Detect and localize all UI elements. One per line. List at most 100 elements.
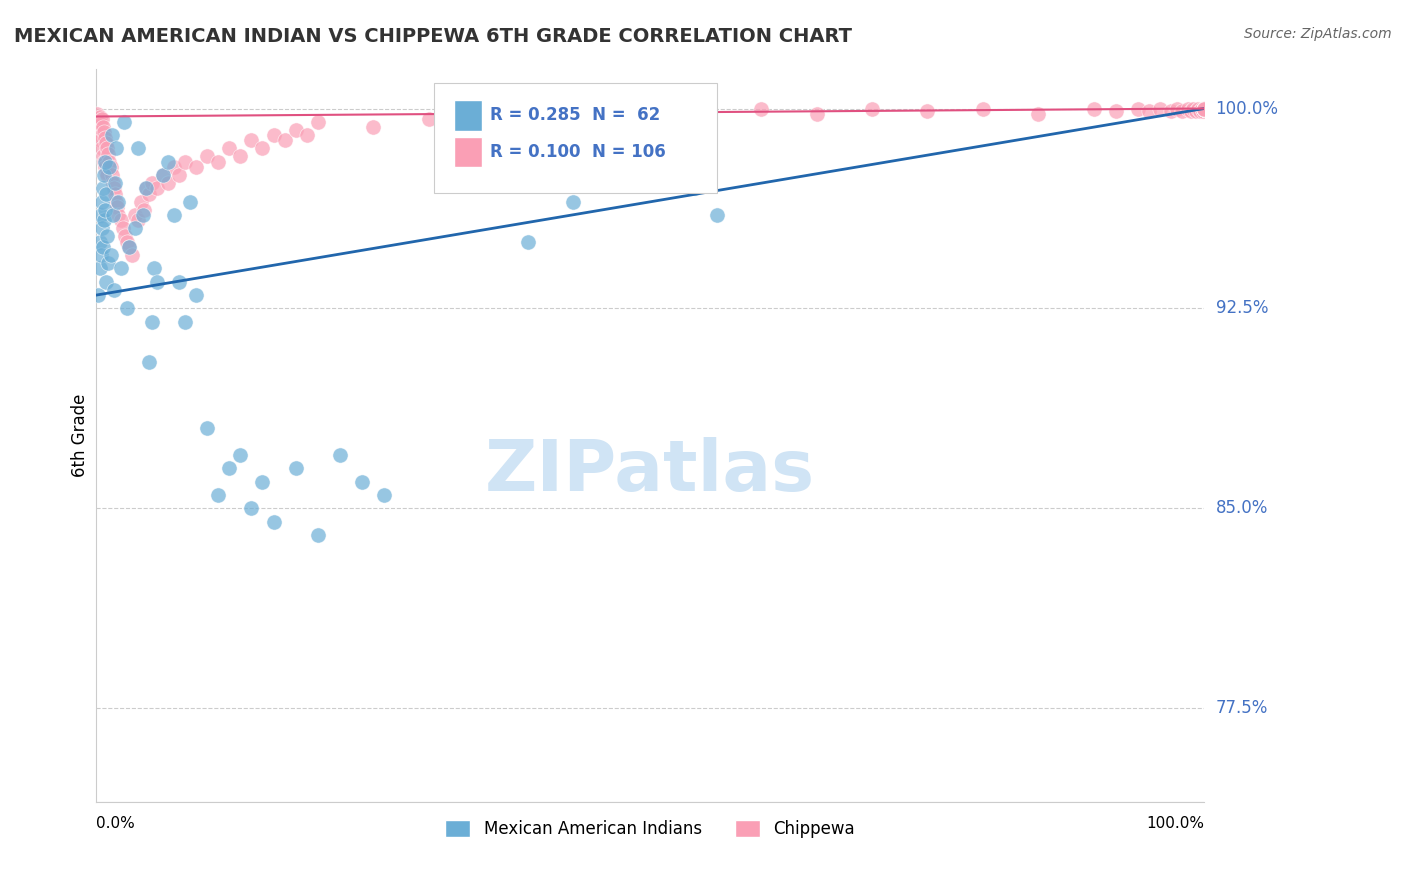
Point (90, 194, 112, 209)
Point (1188, 104, 1211, 119)
Point (110, 261, 132, 276)
Point (1194, 102, 1216, 116)
Point (1194, 102, 1216, 116)
Point (1191, 102, 1213, 116)
Point (96, 186, 118, 201)
Point (96, 229, 118, 244)
Point (1194, 102, 1216, 116)
Point (135, 181, 157, 195)
Point (141, 176, 163, 190)
Point (105, 141, 128, 155)
Point (89, 110, 111, 124)
Point (1026, 107, 1049, 121)
Point (806, 107, 828, 121)
Point (118, 240, 141, 254)
Bar (454, 100, 482, 131)
Point (142, 261, 165, 276)
Point (1177, 102, 1199, 116)
Point (107, 208, 129, 222)
Point (115, 235, 138, 249)
Point (127, 141, 149, 155)
Point (90, 208, 112, 222)
Point (1166, 102, 1188, 116)
Point (115, 301, 138, 316)
Point (105, 200, 128, 214)
Text: 100.0%: 100.0% (1216, 100, 1278, 118)
Point (517, 235, 540, 249)
Point (184, 160, 207, 174)
Point (263, 515, 285, 529)
Point (1182, 102, 1205, 116)
Point (86, 107, 108, 121)
Point (173, 315, 195, 329)
Point (100, 160, 122, 174)
Point (104, 176, 127, 190)
Point (240, 134, 263, 148)
Text: MEXICAN AMERICAN INDIAN VS CHIPPEWA 6TH GRADE CORRELATION CHART: MEXICAN AMERICAN INDIAN VS CHIPPEWA 6TH … (14, 27, 852, 45)
Point (195, 149, 218, 163)
Point (529, 107, 551, 121)
Point (98, 160, 121, 174)
Point (1194, 102, 1216, 116)
Point (89, 261, 111, 276)
Text: 92.5%: 92.5% (1216, 300, 1268, 318)
Point (273, 134, 295, 148)
Point (1149, 102, 1171, 116)
Point (1187, 102, 1209, 116)
Point (1194, 102, 1216, 116)
FancyBboxPatch shape (434, 83, 717, 194)
Point (157, 154, 180, 169)
Point (229, 448, 252, 462)
Point (207, 488, 229, 502)
Point (94, 202, 117, 217)
Point (307, 528, 329, 542)
Point (329, 448, 352, 462)
Point (93, 213, 115, 227)
Point (561, 194, 583, 209)
Point (1160, 104, 1182, 119)
Point (640, 104, 662, 119)
Point (284, 461, 307, 475)
Point (295, 128, 318, 143)
Point (114, 229, 136, 244)
Point (240, 501, 263, 516)
Point (1194, 102, 1216, 116)
Point (683, 181, 706, 195)
Point (110, 213, 132, 227)
Point (90, 112, 112, 127)
Point (1083, 102, 1105, 116)
Point (218, 141, 240, 155)
Point (373, 488, 395, 502)
Point (218, 461, 240, 475)
Point (1194, 102, 1216, 116)
Point (100, 168, 122, 182)
Point (90, 118, 112, 132)
Point (141, 315, 163, 329)
Point (103, 181, 125, 195)
Bar (454, 136, 482, 168)
Point (90, 141, 112, 155)
Point (157, 176, 180, 190)
Point (87, 123, 110, 137)
Point (138, 186, 160, 201)
Y-axis label: 6th Grade: 6th Grade (72, 393, 89, 476)
Point (138, 355, 160, 369)
Point (1194, 102, 1216, 116)
Point (361, 120, 384, 135)
Point (352, 475, 374, 489)
Point (1194, 102, 1216, 116)
Point (972, 102, 994, 116)
Point (1184, 104, 1206, 119)
Point (94, 154, 117, 169)
Text: 0.0%: 0.0% (96, 816, 135, 831)
Point (96, 136, 118, 150)
Point (1192, 104, 1215, 119)
Point (90, 221, 112, 235)
Point (1194, 102, 1216, 116)
Point (152, 168, 174, 182)
Text: 100.0%: 100.0% (1146, 816, 1205, 831)
Point (94, 131, 117, 145)
Point (94, 160, 117, 174)
Point (207, 154, 229, 169)
Point (418, 112, 440, 127)
